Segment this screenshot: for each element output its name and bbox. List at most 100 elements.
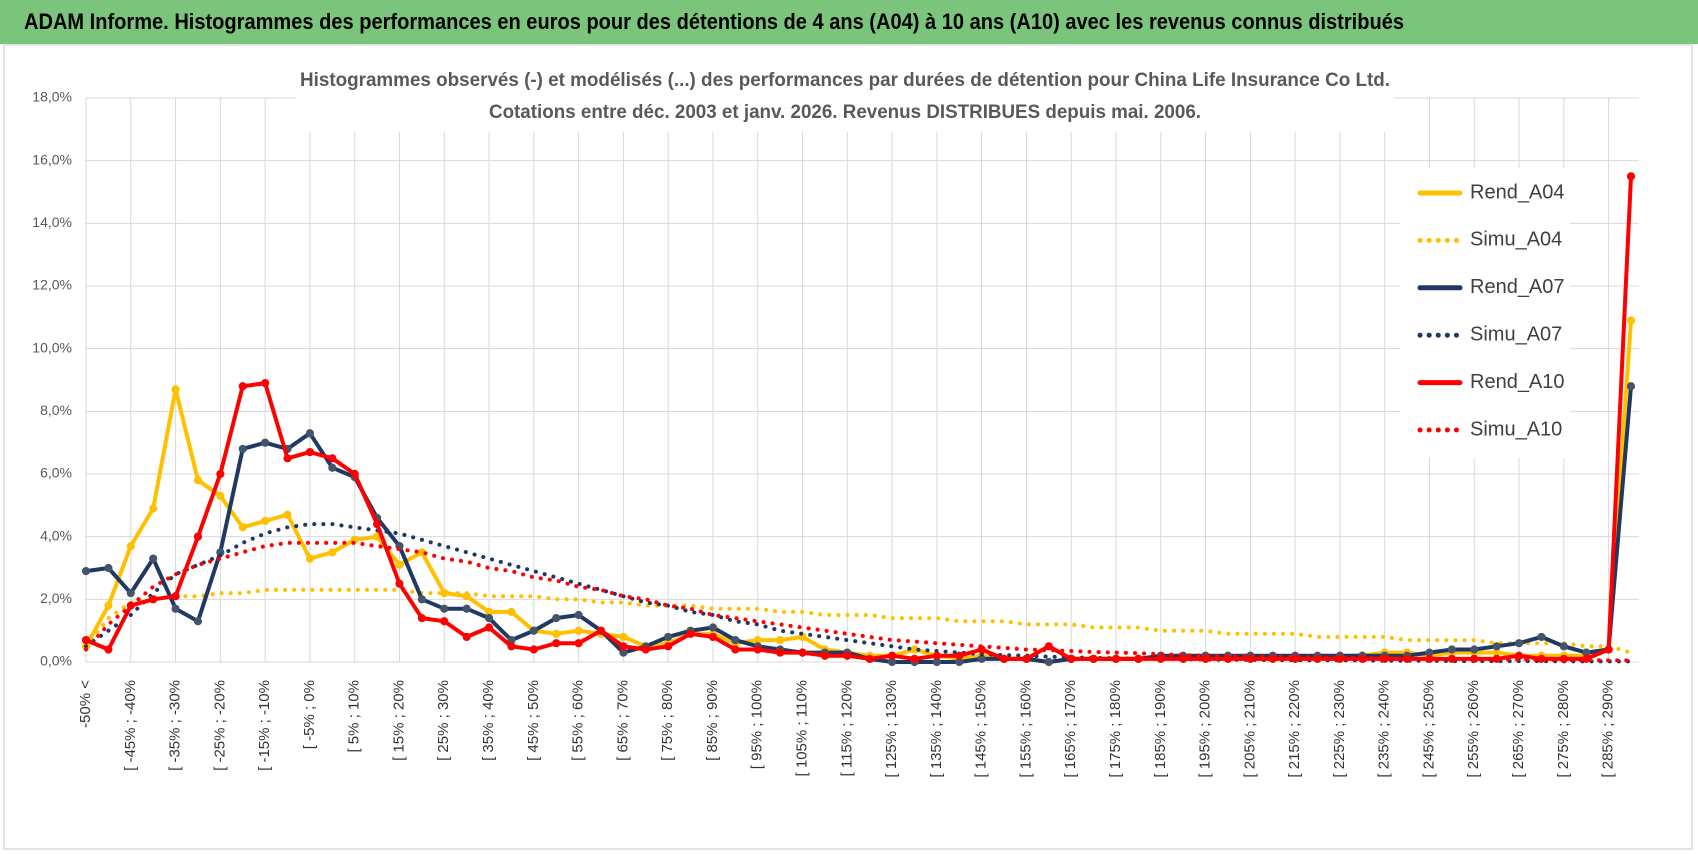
data-point	[1022, 654, 1031, 663]
data-point	[171, 592, 180, 601]
data-point	[372, 520, 382, 529]
data-point	[238, 444, 247, 454]
y-tick-label: 16,0%	[32, 151, 72, 167]
x-tick-label: -50% <	[77, 680, 94, 728]
x-tick-label: [ 205% ; 210%	[1241, 680, 1258, 778]
x-tick-label: [ 215% ; 220%	[1286, 680, 1303, 778]
data-point	[126, 541, 135, 551]
data-point	[529, 626, 538, 635]
data-point	[81, 635, 91, 645]
y-tick-label: 6,0%	[40, 465, 72, 481]
x-tick-label: [ 45% ; 50%	[525, 680, 542, 761]
y-tick-label: 4,0%	[40, 527, 72, 543]
x-tick-label: [ 125% ; 130%	[883, 680, 900, 778]
y-tick-label: 2,0%	[40, 590, 72, 606]
x-tick-label: [ 285% ; 290%	[1600, 680, 1617, 778]
x-tick-label: [ 195% ; 200%	[1197, 680, 1214, 778]
data-point	[977, 654, 986, 663]
data-point	[664, 632, 673, 642]
data-point	[126, 588, 135, 598]
legend-label: Rend_A10	[1470, 371, 1565, 393]
data-point	[1134, 654, 1143, 663]
data-point	[731, 635, 740, 645]
x-tick-label: [ 65% ; 70%	[614, 680, 631, 761]
data-point	[776, 635, 785, 645]
x-tick-label: [ 55% ; 60%	[570, 680, 587, 761]
data-point	[1335, 654, 1345, 663]
data-point	[619, 632, 628, 642]
data-point	[104, 563, 113, 573]
data-point	[708, 623, 718, 632]
plot: 0,0% 2,0% 4,0% 6,0% 8,0% 10,0% 12,0% 14,0% 16,0%…	[32, 89, 1636, 778]
data-point	[887, 651, 897, 660]
data-point	[1156, 654, 1165, 663]
series-line	[84, 174, 1633, 661]
x-tick-label: [ -35% ; -30%	[167, 680, 184, 771]
data-point	[395, 579, 404, 588]
data-point	[1537, 632, 1546, 642]
data-point	[910, 654, 919, 663]
y-tick-label: 12,0%	[32, 277, 72, 293]
data-point	[1514, 639, 1524, 648]
data-point	[238, 382, 247, 391]
data-point	[238, 523, 247, 532]
data-point	[1044, 642, 1053, 651]
legend-background	[1400, 168, 1570, 458]
legend-label: Simu_A07	[1470, 323, 1562, 345]
data-point	[484, 614, 494, 623]
data-point	[955, 651, 964, 660]
x-tick-label: [ -25% ; -20%	[211, 680, 228, 771]
x-tick-label: [ -5% ; 0%	[301, 680, 318, 749]
grid	[85, 97, 1639, 663]
data-point	[328, 454, 337, 463]
data-point	[328, 463, 337, 472]
x-tick-label: [ 255% ; 260%	[1465, 680, 1482, 778]
data-point	[81, 567, 91, 576]
data-point	[574, 639, 583, 648]
x-tick-label: [ 165% ; 170%	[1062, 680, 1079, 778]
data-point	[193, 476, 203, 485]
data-point	[776, 648, 785, 657]
data-point	[1626, 316, 1636, 325]
data-point	[507, 607, 516, 616]
x-tick-label: [ -45% ; -40%	[122, 680, 139, 771]
chart-subtitle: Cotations entre déc. 2003 et janv. 2026.…	[489, 102, 1201, 123]
x-tick-label: [ 115% ; 120%	[838, 680, 855, 776]
data-point	[731, 645, 740, 654]
data-point	[216, 469, 225, 479]
data-point	[1044, 657, 1053, 667]
data-point	[1067, 654, 1076, 663]
data-point	[417, 595, 426, 604]
x-tick-label: [ 105% ; 110%	[793, 680, 810, 776]
y-tick-label: 8,0%	[40, 402, 72, 418]
data-point	[261, 438, 270, 447]
data-point	[462, 604, 471, 613]
x-tick-label: [ 35% ; 40%	[480, 680, 497, 761]
data-point	[149, 554, 158, 563]
data-point	[104, 645, 113, 654]
data-point	[283, 510, 292, 519]
data-point	[708, 632, 718, 642]
data-point	[1604, 645, 1613, 654]
data-point	[440, 617, 449, 626]
data-point	[417, 614, 426, 623]
x-tick-label: [ 145% ; 150%	[973, 680, 990, 778]
data-point	[686, 629, 695, 638]
data-point	[149, 595, 158, 604]
data-point	[1626, 172, 1636, 181]
x-tick-label: [ 275% ; 280%	[1555, 680, 1572, 778]
data-point	[216, 491, 225, 501]
data-point	[1559, 642, 1568, 651]
data-point	[843, 651, 852, 660]
data-point	[932, 651, 941, 660]
data-point	[484, 623, 494, 632]
legend-label: Rend_A07	[1470, 276, 1565, 298]
data-point	[305, 554, 315, 563]
legend: Rend_A04 Simu_A04 Rend_A07 Simu_A07 Rend_A10…	[1400, 168, 1570, 458]
x-tick-label: [ -15% ; -10%	[256, 680, 273, 771]
data-point	[193, 617, 203, 626]
series-line	[84, 540, 1633, 663]
data-point	[619, 642, 628, 651]
legend-label: Simu_A10	[1470, 418, 1562, 440]
x-tick-label: [ 245% ; 250%	[1420, 680, 1437, 778]
